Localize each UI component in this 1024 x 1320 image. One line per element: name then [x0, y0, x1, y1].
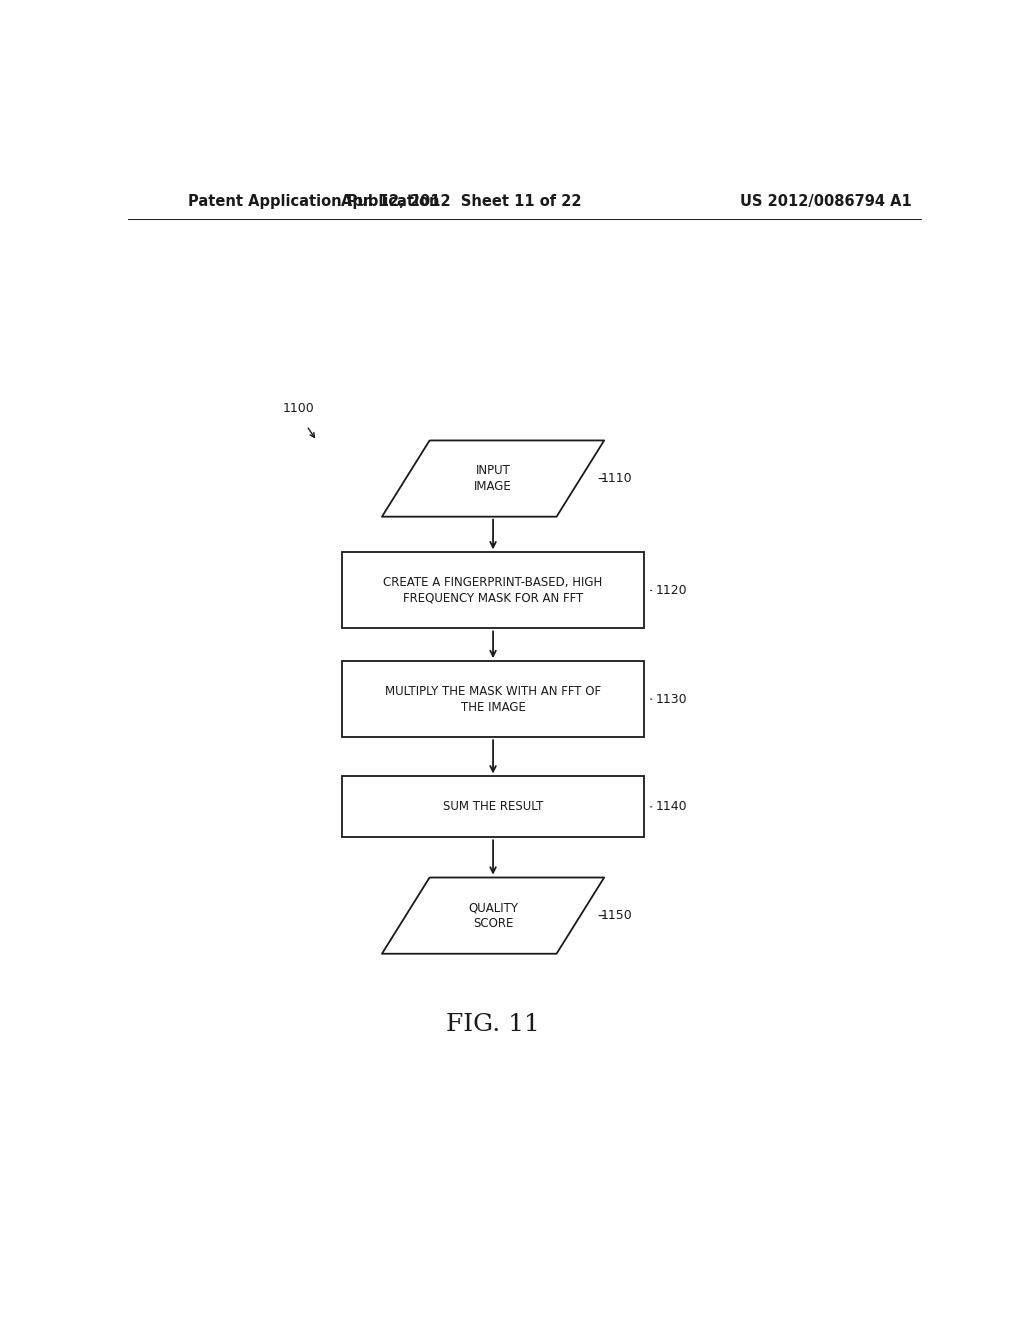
Text: 1100: 1100	[283, 401, 314, 414]
Text: 1110: 1110	[600, 473, 632, 484]
Bar	[342, 776, 644, 837]
Text: SUM THE RESULT: SUM THE RESULT	[442, 800, 544, 813]
Bar	[342, 552, 644, 628]
Bar	[342, 661, 644, 738]
Text: Patent Application Publication: Patent Application Publication	[187, 194, 439, 209]
Text: 1120: 1120	[655, 583, 687, 597]
Text: QUALITY
SCORE: QUALITY SCORE	[468, 902, 518, 931]
Text: FIG. 11: FIG. 11	[446, 1012, 540, 1036]
Text: Apr. 12, 2012  Sheet 11 of 22: Apr. 12, 2012 Sheet 11 of 22	[341, 194, 582, 209]
Text: 1150: 1150	[600, 909, 632, 923]
Text: MULTIPLY THE MASK WITH AN FFT OF
THE IMAGE: MULTIPLY THE MASK WITH AN FFT OF THE IMA…	[385, 685, 601, 714]
Text: INPUT
IMAGE: INPUT IMAGE	[474, 465, 512, 494]
Text: 1140: 1140	[655, 800, 687, 813]
Text: 1130: 1130	[655, 693, 687, 706]
Text: US 2012/0086794 A1: US 2012/0086794 A1	[740, 194, 912, 209]
Text: CREATE A FINGERPRINT-BASED, HIGH
FREQUENCY MASK FOR AN FFT: CREATE A FINGERPRINT-BASED, HIGH FREQUEN…	[383, 576, 603, 605]
